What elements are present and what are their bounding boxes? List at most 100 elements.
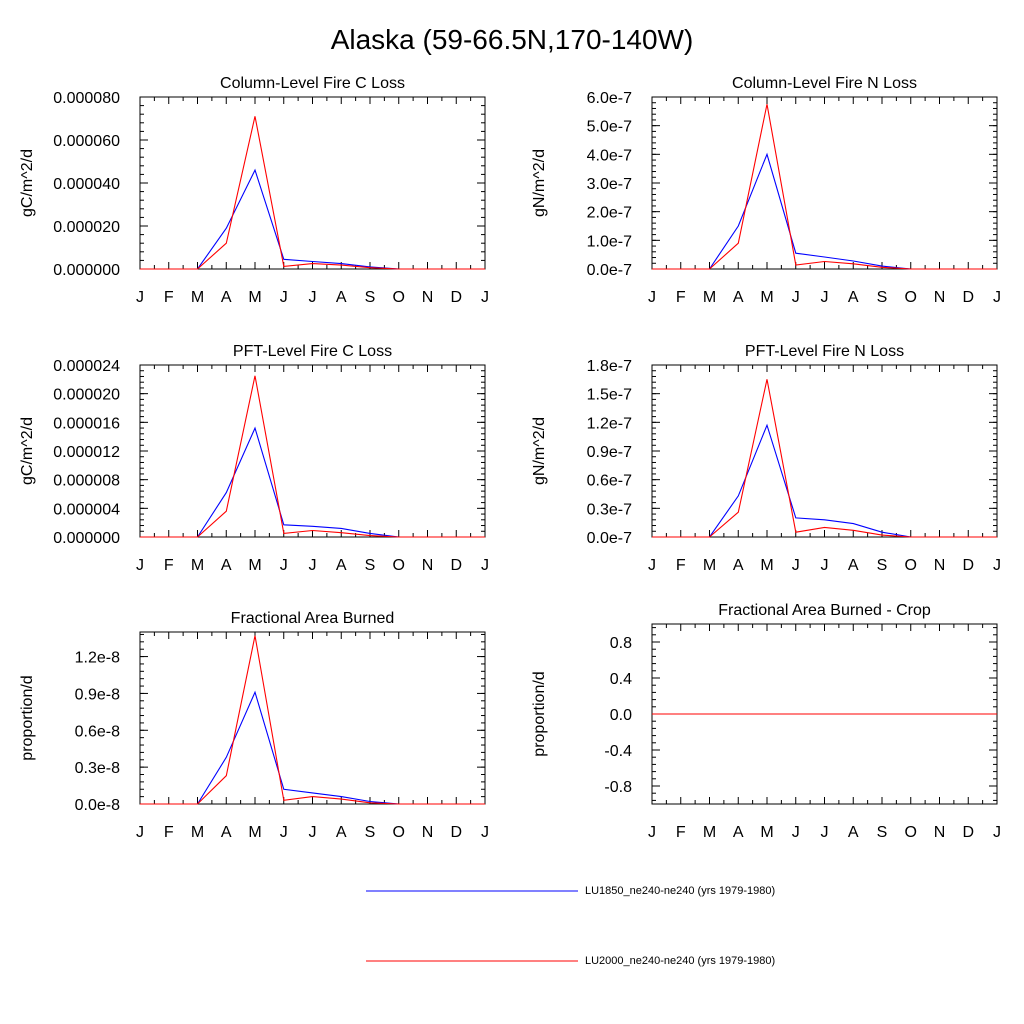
plot-frame [651, 96, 998, 270]
x-tick-label: F [676, 824, 686, 841]
plot-frame [651, 364, 998, 538]
x-tick-label: N [934, 824, 946, 841]
y-tick-label: 1.2e-7 [587, 415, 632, 432]
series-line-lu1850 [652, 152, 997, 270]
y-tick-label: 6.0e-7 [587, 90, 632, 107]
x-tick-label: M [248, 557, 261, 574]
x-tick-label: D [450, 824, 462, 841]
x-tick-label: F [164, 289, 174, 306]
x-tick-label: A [221, 557, 232, 574]
y-tick-label: 0.4 [610, 671, 632, 688]
chart-panel-6: Fractional Area Burned - Crop proportion/… [531, 602, 1001, 841]
x-tick-label: N [934, 289, 946, 306]
x-tick-label: A [733, 289, 744, 306]
x-tick-label: M [248, 289, 261, 306]
x-tick-label: A [336, 289, 347, 306]
panel-title: Column-Level Fire N Loss [732, 75, 917, 92]
x-tick-label: A [848, 289, 859, 306]
y-tick-label: 0.9e-7 [587, 444, 632, 461]
x-tick-label: A [733, 824, 744, 841]
x-tick-label: M [191, 557, 204, 574]
y-axis-label: proportion/d [531, 671, 548, 756]
y-tick-label: 0.000060 [53, 133, 120, 150]
y-tick-label: 1.2e-8 [75, 650, 120, 667]
y-tick-label: 5.0e-7 [587, 119, 632, 136]
series-line-lu1850 [140, 168, 485, 270]
series-line-lu2000 [652, 104, 997, 270]
y-tick-label: 1.0e-7 [587, 233, 632, 250]
x-tick-label: F [164, 824, 174, 841]
x-tick-label: J [821, 557, 829, 574]
y-tick-label: 0.000000 [53, 530, 120, 547]
panel-title: PFT-Level Fire N Loss [745, 343, 904, 360]
x-tick-label: A [221, 289, 232, 306]
x-tick-label: J [280, 557, 288, 574]
x-tick-label: J [481, 289, 489, 306]
x-tick-label: A [336, 557, 347, 574]
panel-title: Fractional Area Burned - Crop [718, 602, 931, 619]
x-tick-label: N [422, 289, 434, 306]
x-tick-label: F [676, 289, 686, 306]
figure-title: Alaska (59-66.5N,170-140W) [330, 24, 694, 55]
x-tick-label: J [280, 289, 288, 306]
plot-frame [139, 631, 486, 805]
x-tick-label: N [934, 557, 946, 574]
y-axis-label: gN/m^2/d [531, 149, 548, 217]
y-tick-label: 0.0e-8 [75, 797, 120, 814]
series-line-lu2000 [140, 635, 485, 805]
x-tick-label: S [877, 824, 888, 841]
y-tick-label: 2.0e-7 [587, 205, 632, 222]
y-tick-label: 0.9e-8 [75, 686, 120, 703]
y-tick-label: 0.3e-8 [75, 760, 120, 777]
plot-frame [139, 364, 486, 538]
y-tick-label: 4.0e-7 [587, 147, 632, 164]
y-tick-label: 0.0e-7 [587, 262, 632, 279]
x-tick-label: S [365, 557, 376, 574]
y-tick-label: -0.4 [604, 743, 632, 760]
y-axis-label: gC/m^2/d [19, 417, 36, 485]
y-tick-label: 0.3e-7 [587, 501, 632, 518]
x-tick-label: J [481, 557, 489, 574]
y-tick-label: 3.0e-7 [587, 176, 632, 193]
x-tick-label: D [962, 824, 974, 841]
x-tick-label: J [821, 824, 829, 841]
series-line-lu1850 [652, 423, 997, 538]
x-tick-label: J [993, 557, 1001, 574]
series-line-lu2000 [140, 375, 485, 538]
x-tick-label: J [648, 289, 656, 306]
y-tick-label: 0.6e-7 [587, 473, 632, 490]
x-tick-label: D [962, 289, 974, 306]
x-tick-label: S [365, 824, 376, 841]
x-tick-label: J [309, 557, 317, 574]
x-tick-label: M [760, 557, 773, 574]
legend-label-lu1850: LU1850_ne240-ne240 (yrs 1979-1980) [585, 885, 776, 897]
y-tick-label: 0.8 [610, 635, 632, 652]
legend-label-lu2000: LU2000_ne240-ne240 (yrs 1979-1980) [585, 955, 776, 967]
x-tick-label: D [450, 289, 462, 306]
x-tick-label: M [760, 289, 773, 306]
y-tick-label: 1.5e-7 [587, 387, 632, 404]
y-axis-label: gC/m^2/d [19, 149, 36, 217]
x-tick-label: J [481, 824, 489, 841]
y-tick-label: 0.0 [610, 707, 632, 724]
series-line-lu1850 [140, 690, 485, 805]
x-tick-label: J [136, 557, 144, 574]
panel-title: Column-Level Fire C Loss [220, 75, 405, 92]
y-tick-label: 0.000020 [53, 387, 120, 404]
x-tick-label: D [962, 557, 974, 574]
y-tick-label: 0.000012 [53, 444, 120, 461]
y-tick-label: 0.000004 [53, 501, 120, 518]
x-tick-label: J [280, 824, 288, 841]
x-tick-label: O [393, 289, 405, 306]
x-tick-label: A [336, 824, 347, 841]
x-tick-label: M [191, 824, 204, 841]
plot-frame [139, 96, 486, 270]
y-tick-label: -0.8 [604, 779, 632, 796]
x-tick-label: O [905, 289, 917, 306]
